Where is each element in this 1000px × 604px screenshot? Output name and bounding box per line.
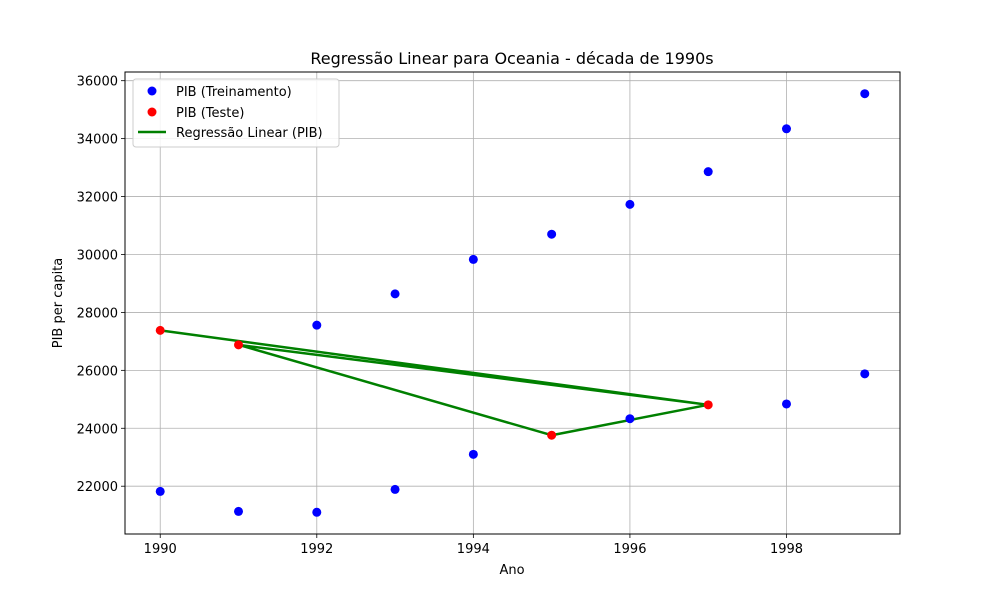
data-series	[155, 89, 870, 517]
y-tick-label: 24000	[77, 422, 118, 437]
scatter-point-teste	[703, 400, 713, 410]
scatter-point-treinamento	[468, 254, 478, 264]
y-tick-label: 28000	[77, 306, 118, 321]
scatter-point-treinamento	[625, 414, 635, 424]
scatter-point-treinamento	[390, 484, 400, 494]
scatter-point-treinamento	[390, 289, 400, 299]
legend-label-teste: PIB (Teste)	[176, 106, 244, 121]
legend-box	[132, 78, 340, 148]
y-tick-label: 22000	[77, 480, 118, 495]
scatter-point-treinamento	[468, 449, 478, 459]
y-tick-label: 34000	[77, 133, 118, 148]
y-tick-label: 36000	[77, 75, 118, 90]
plot-frame	[124, 71, 901, 535]
grid-lines	[125, 72, 900, 534]
scatter-point-treinamento	[625, 199, 635, 209]
scatter-point-treinamento	[860, 369, 870, 379]
scatter-point-treinamento	[312, 320, 322, 330]
y-axis-ticks: 22000 24000 26000 28000 30000 32000 34000 36000	[77, 75, 125, 495]
scatter-point-treinamento	[312, 507, 322, 517]
y-tick-label: 26000	[77, 364, 118, 379]
x-tick-label: 1992	[300, 542, 333, 557]
scatter-point-teste	[155, 325, 165, 335]
chart-title: Regressão Linear para Oceania - década d…	[310, 49, 713, 68]
scatter-point-treinamento	[781, 399, 791, 409]
legend-marker-treinamento	[147, 86, 157, 96]
x-tick-label: 1996	[613, 542, 646, 557]
scatter-point-treinamento	[860, 89, 870, 99]
legend-label-treinamento: PIB (Treinamento)	[176, 85, 292, 100]
y-tick-label: 30000	[77, 248, 118, 263]
x-tick-label: 1990	[144, 542, 177, 557]
scatter-point-treinamento	[547, 229, 557, 239]
y-tick-label: 32000	[77, 191, 118, 206]
scatter-point-teste	[547, 430, 557, 440]
scatter-point-treinamento	[781, 124, 791, 134]
x-tick-label: 1994	[457, 542, 490, 557]
scatter-point-treinamento	[155, 486, 165, 496]
y-axis-label: PIB per capita	[51, 258, 66, 349]
legend-marker-teste	[147, 107, 157, 117]
x-axis-ticks: 1990 1992 1994 1996 1998	[144, 534, 803, 557]
scatter-point-treinamento	[703, 167, 713, 177]
legend-label-regressao: Regressão Linear (PIB)	[176, 126, 323, 141]
x-tick-label: 1998	[770, 542, 803, 557]
x-axis-label: Ano	[499, 563, 524, 578]
scatter-point-teste	[234, 340, 244, 350]
legend: PIB (Treinamento) PIB (Teste) Regressão …	[132, 78, 340, 148]
scatter-point-treinamento	[234, 506, 244, 516]
